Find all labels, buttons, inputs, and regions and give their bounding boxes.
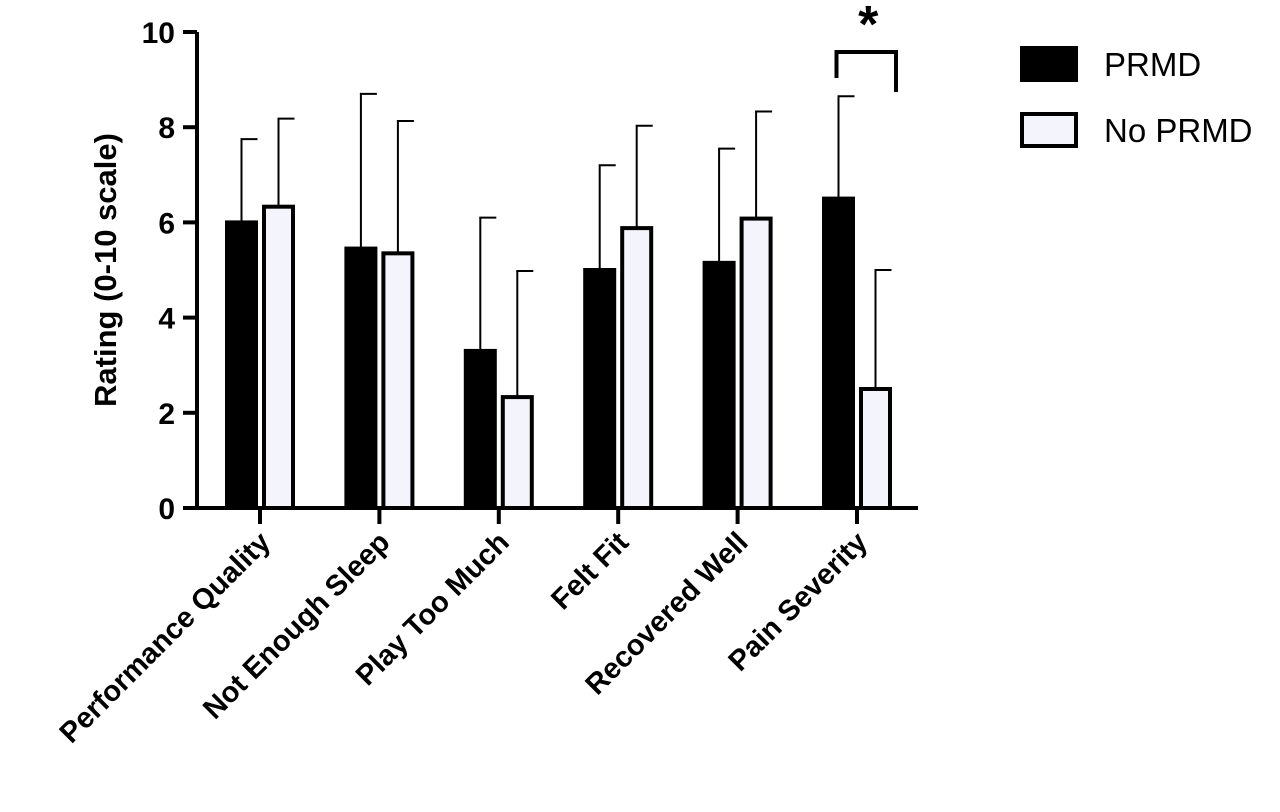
bar-prmd xyxy=(702,260,736,510)
bar-no-prmd xyxy=(739,216,773,510)
bar-prmd xyxy=(583,268,617,510)
legend-swatch xyxy=(1020,46,1078,82)
bar-prmd xyxy=(822,196,855,510)
bar-prmd xyxy=(344,246,378,511)
y-tick-label: 0 xyxy=(158,493,175,526)
bar-prmd xyxy=(225,220,258,510)
y-tick-label: 2 xyxy=(158,398,175,431)
y-axis-title: Rating (0-10 scale) xyxy=(88,133,123,407)
annotations: * xyxy=(834,0,898,92)
x-tick-label: Performance Quality xyxy=(54,526,277,749)
y-ticks: 0 2 4 6 8 10 xyxy=(142,17,197,526)
y-tick-label: 10 xyxy=(142,17,175,50)
x-tick-label: Felt Fit xyxy=(545,526,635,616)
error-bars xyxy=(240,92,892,398)
bar-prmd xyxy=(463,348,497,511)
legend-label: No PRMD xyxy=(1104,112,1253,149)
bar-no-prmd xyxy=(620,226,654,510)
significance-star: * xyxy=(858,0,879,54)
y-tick-label: 4 xyxy=(158,303,175,336)
axes xyxy=(195,32,918,510)
legend-swatch xyxy=(1020,112,1078,148)
y-tick-label: 6 xyxy=(158,207,175,240)
bar-no-prmd xyxy=(500,395,534,511)
y-tick-label: 8 xyxy=(158,112,175,145)
legend: PRMD No PRMD xyxy=(1020,46,1253,149)
bar-no-prmd xyxy=(262,204,295,511)
significance-bracket xyxy=(834,50,898,92)
bar-no-prmd xyxy=(859,387,892,510)
legend-label: PRMD xyxy=(1104,46,1201,83)
bar-no-prmd xyxy=(381,251,415,510)
bars xyxy=(225,196,892,511)
